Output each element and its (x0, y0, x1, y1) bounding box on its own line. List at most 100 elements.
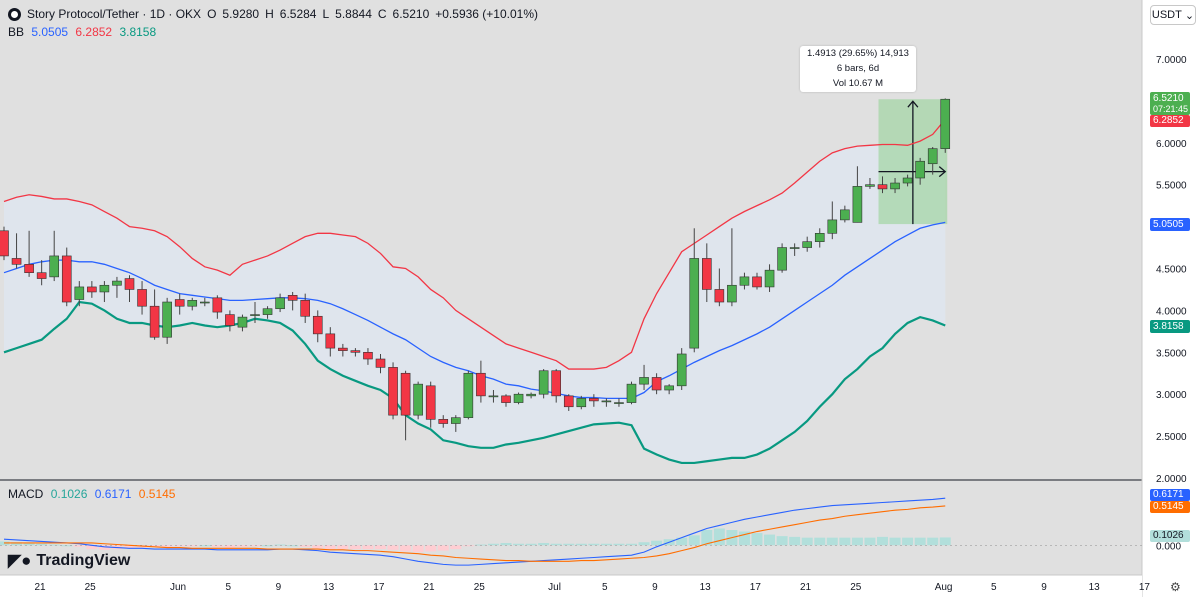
candle-body (450, 417, 461, 424)
time-tick-label: 5 (602, 582, 608, 593)
macd-hist-bar (312, 545, 324, 549)
bb-basis-value: 5.0505 (31, 25, 69, 39)
macd-hist-bar (224, 545, 236, 548)
candle-body (501, 395, 511, 403)
price-tick-label: 4.0000 (1156, 306, 1187, 317)
close-label: C (377, 7, 387, 21)
time-tick-label: 21 (800, 582, 812, 593)
macd-hist-bar (877, 536, 888, 546)
candle-body (425, 385, 436, 420)
candle-body (827, 219, 838, 234)
candle-body (137, 289, 147, 307)
macd-hist-bar (500, 542, 512, 546)
time-tick-label: 21 (423, 582, 435, 593)
candle-body (689, 258, 700, 349)
candle-body (915, 160, 925, 179)
tradingview-logo[interactable]: ◤● TradingView (8, 551, 130, 571)
macd-hist-bar (174, 545, 186, 547)
candle-body (840, 209, 850, 221)
story-logo-icon (8, 7, 21, 21)
candle-body (162, 301, 172, 338)
candle-body (752, 276, 762, 288)
macd-hist-bar (826, 537, 838, 546)
settings-gear-icon[interactable]: ⚙ (1170, 580, 1181, 594)
candle-body (614, 402, 624, 404)
candle-body (338, 347, 348, 351)
candle-body (250, 314, 260, 316)
macd-hist-bar (776, 536, 788, 546)
macd-hist-bar (927, 537, 939, 546)
macd-hist-bar (149, 545, 161, 547)
price-tick-label: 3.5000 (1156, 348, 1187, 359)
currency-select[interactable]: USDT ⌄ (1150, 5, 1196, 25)
candle-body (61, 255, 72, 303)
measure-tooltip: 1.4913 (29.65%) 14,913 6 bars, 6d Vol 10… (800, 46, 916, 92)
close-value: 6.5210 (392, 7, 430, 21)
bb-lower-line (3, 300, 946, 465)
time-tick-label: 21 (34, 582, 46, 593)
macd-hist-bar (199, 545, 211, 547)
candle-body (388, 367, 398, 416)
macd-hist-bar (61, 545, 73, 547)
open-value: 5.9280 (222, 7, 260, 21)
macd-hist-bar (186, 545, 198, 547)
price-tag-signal: 0.5145 (1150, 501, 1190, 513)
macd-hist-bar (939, 537, 951, 546)
candle-body (74, 286, 85, 300)
macd-hist-bar (914, 537, 926, 546)
macd-hist-bar (839, 537, 851, 546)
symbol-title[interactable]: Story Protocol/Tether · 1D · OKX (27, 7, 202, 21)
time-tick-label: 17 (373, 582, 385, 593)
macd-hist-bar (362, 545, 374, 550)
time-tick-label: 25 (85, 582, 97, 593)
macd-line (3, 497, 946, 566)
candle-body (262, 308, 273, 315)
bb-upper-value: 6.2852 (75, 25, 113, 39)
measure-change: 1.4913 (29.65%) 14,913 (807, 48, 909, 59)
candle-body (714, 289, 725, 303)
time-tick-label: Jul (548, 582, 561, 593)
macd-hist-bar (764, 534, 776, 546)
time-tick-label: 9 (276, 582, 282, 593)
macd-label[interactable]: MACD (8, 487, 44, 501)
macd-hist-bar (801, 537, 813, 546)
candle-body (174, 299, 185, 307)
candle-body (300, 300, 311, 317)
bb-label[interactable]: BB (8, 25, 25, 39)
price-tick-label: 6.0000 (1156, 139, 1187, 150)
chevron-down-icon: ⌄ (1184, 9, 1195, 22)
candle-body (11, 258, 22, 265)
time-tick-label: 13 (700, 582, 712, 593)
time-tick-label: 17 (750, 582, 762, 593)
candle-body (124, 278, 135, 290)
candle-body (601, 400, 612, 403)
candle-body (626, 383, 637, 403)
macd-hist-bar (412, 545, 424, 553)
macd-hist-bar (98, 545, 110, 550)
candle-body (902, 177, 913, 184)
candle-body (727, 284, 737, 303)
bb-fill (4, 119, 946, 463)
candle-body (400, 372, 411, 416)
candle-body (576, 398, 587, 408)
bb-legend: BB 5.0505 6.2852 3.8158 (8, 25, 156, 39)
macd-hist-bar (287, 545, 299, 547)
candle-body (538, 370, 549, 395)
candle-body (413, 383, 423, 416)
time-tick-label: 5 (225, 582, 231, 593)
candle-body (24, 264, 34, 273)
candle-body (802, 241, 813, 248)
candle-body (488, 395, 499, 398)
price-tag-bb-lower: 3.8158 (1150, 320, 1190, 333)
candle-body (551, 370, 562, 397)
price-tag-hist: 0.1026 (1150, 530, 1190, 542)
macd-hist-bar (349, 545, 361, 550)
macd-hist-bar (550, 543, 562, 546)
time-tick-label: 25 (474, 582, 486, 593)
candle-body (739, 276, 750, 286)
candle-body (651, 377, 662, 391)
price-tick-label: 2.5000 (1156, 432, 1187, 443)
low-value: 5.8844 (335, 7, 372, 21)
